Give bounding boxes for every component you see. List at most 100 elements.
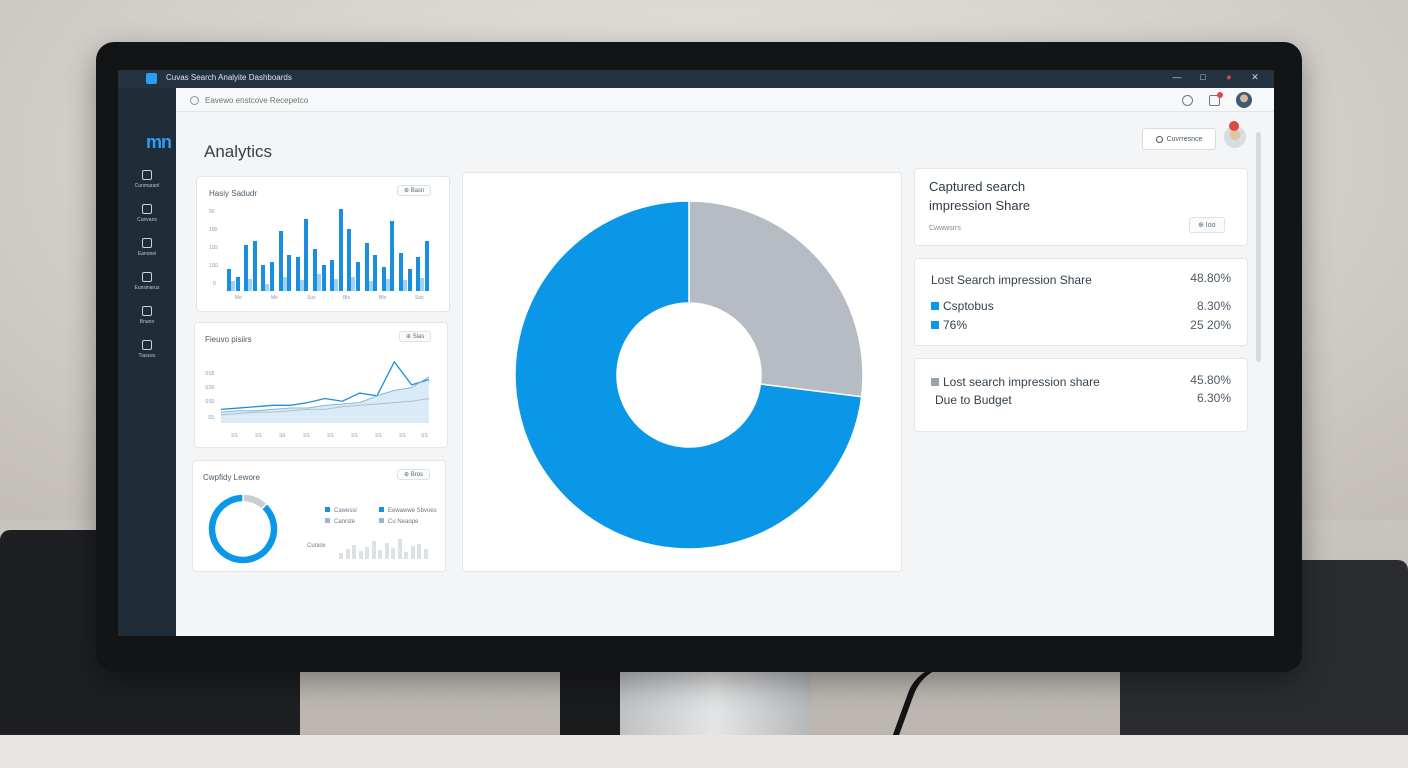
y-tick-label: 1S0 (209, 263, 218, 269)
app-icon (146, 73, 157, 84)
bar-chart-card: Hasiy Sadudr ⊕ Basn 50 100 1S5 1S0 0 Mo … (196, 176, 450, 312)
legend-item: Cawessi (325, 507, 357, 514)
logo: mn (146, 132, 172, 152)
bar (338, 209, 343, 291)
desk (0, 735, 1408, 768)
bar (313, 249, 317, 291)
captured-share-subtitle: Cwwwsrrs (929, 225, 961, 232)
avatar[interactable] (1236, 92, 1252, 108)
card-title: Hasiy Sadudr (209, 189, 258, 198)
sidebar-item-home[interactable]: Cunmaranl (118, 162, 176, 196)
card-button[interactable]: ⊕ Basn (397, 185, 432, 196)
bar (287, 255, 292, 291)
donut-summary-card: Cwpfidy Lewore ⊕ Bros Cawessi Canrste Ee… (192, 460, 446, 572)
x-tick-label: SS (375, 433, 382, 439)
x-tick-label: Blo (379, 295, 387, 301)
maximize-icon[interactable]: □ (1200, 72, 1206, 82)
bar (356, 262, 360, 291)
card-button[interactable]: ⊕ Sias (399, 331, 432, 342)
profile-avatar[interactable] (1224, 126, 1246, 148)
calendar-icon (142, 271, 152, 282)
x-tick-label: Sus (307, 295, 316, 301)
header-button-label: Cuvrresnce (1166, 135, 1203, 143)
bar (227, 269, 231, 291)
search-icon[interactable] (1182, 94, 1193, 106)
bar (261, 264, 266, 291)
bar (295, 257, 300, 291)
bar (321, 264, 326, 291)
sidebar-item-label: Eanonei (137, 250, 157, 257)
bar (347, 228, 352, 291)
bar (252, 240, 257, 291)
lost-budget-card: Lost search impression share Due to Budg… (914, 358, 1248, 432)
impression-share-pie (514, 200, 864, 550)
mini-bar (345, 549, 350, 559)
search-icon (190, 95, 199, 105)
captured-share-title-line2: impression Share (929, 198, 1031, 213)
legend-swatch (379, 507, 384, 512)
y-tick-label: 100 (209, 227, 218, 233)
legend-label: Cawessi (334, 508, 357, 514)
briefcase-icon (142, 203, 152, 214)
window-title: Cuvas Search Analyite Dashboards (166, 73, 292, 82)
mini-bar (352, 545, 356, 559)
search-input[interactable] (205, 95, 485, 105)
x-tick-label: SS (231, 433, 238, 439)
x-tick-label: Blo (343, 295, 351, 301)
mini-bar (423, 549, 428, 559)
bar (282, 276, 287, 291)
y-tick-label: SS5 (205, 371, 215, 377)
sidebar-item-label: Eunsinarus (134, 284, 160, 291)
bar (407, 269, 412, 291)
mini-bar (358, 551, 363, 559)
lost-share-card: Lost Search impression Share 48.80% Cspt… (914, 258, 1248, 346)
line-chart (220, 360, 430, 423)
legend-swatch (931, 378, 939, 386)
sidebar-item-schedule[interactable]: Eunsinarus (118, 264, 176, 298)
legend-label: Cu Neaope (388, 519, 419, 525)
search-bar[interactable] (190, 93, 510, 107)
legend-item: Canrste (325, 518, 355, 525)
pie-slice (207, 493, 279, 565)
scrollbar[interactable] (1256, 132, 1261, 362)
bar (424, 240, 429, 291)
bar (381, 267, 386, 291)
mini-bar (378, 550, 382, 559)
bar (399, 252, 403, 291)
home-icon (142, 169, 152, 180)
captured-share-button[interactable]: ⊕ Ioo (1189, 217, 1225, 233)
sidebar-item-reports[interactable]: Eanonei (118, 230, 176, 264)
notifications-icon[interactable] (1209, 91, 1223, 106)
lost-share-row-value: 8.30% (1196, 299, 1231, 313)
card-button[interactable]: ⊕ Bros (397, 469, 431, 480)
x-tick-label: SS (255, 433, 262, 439)
sidebar: mn Cunmaranl Cunvans Eanonei Eunsinarus … (118, 88, 176, 636)
lost-share-row-label: Csptobus (943, 299, 994, 313)
alert-badge (1229, 121, 1239, 131)
legend-swatch (325, 507, 330, 512)
notification-icon[interactable]: ● (1226, 72, 1232, 82)
lost-share-row: Csptobus (931, 299, 994, 313)
lost-share-row: 76% (931, 318, 967, 332)
legend-item: Cu Neaope (379, 518, 418, 525)
legend-swatch (379, 518, 384, 523)
y-tick-label: 1S5 (209, 245, 218, 251)
mini-bar (410, 546, 415, 559)
sidebar-item-analytics[interactable]: Bnano (118, 298, 176, 332)
minimize-icon[interactable]: — (1172, 72, 1182, 82)
lost-share-row-label: 76% (943, 318, 968, 332)
header-search-button[interactable]: Cuvrresnce (1142, 128, 1216, 150)
monitor-screen: Cuvas Search Analyite Dashboards — □ ● ✕… (118, 70, 1274, 636)
mini-bar (391, 548, 395, 559)
sidebar-item-campaigns[interactable]: Cunvans (118, 196, 176, 230)
bar (364, 243, 369, 291)
gauge-icon (142, 237, 152, 248)
lost-share-value: 48.80% (1190, 271, 1231, 285)
legend-item: Eewawwe Sbvoes (379, 507, 437, 514)
bar (330, 259, 335, 291)
close-icon[interactable]: ✕ (1251, 72, 1259, 82)
main-content: Analytics Cuvrresnce Hasiy Sadudr ⊕ Basn… (176, 88, 1274, 636)
small-donut-chart (207, 493, 279, 565)
sidebar-item-media[interactable]: Tiasces (118, 332, 176, 366)
bar (231, 281, 235, 291)
